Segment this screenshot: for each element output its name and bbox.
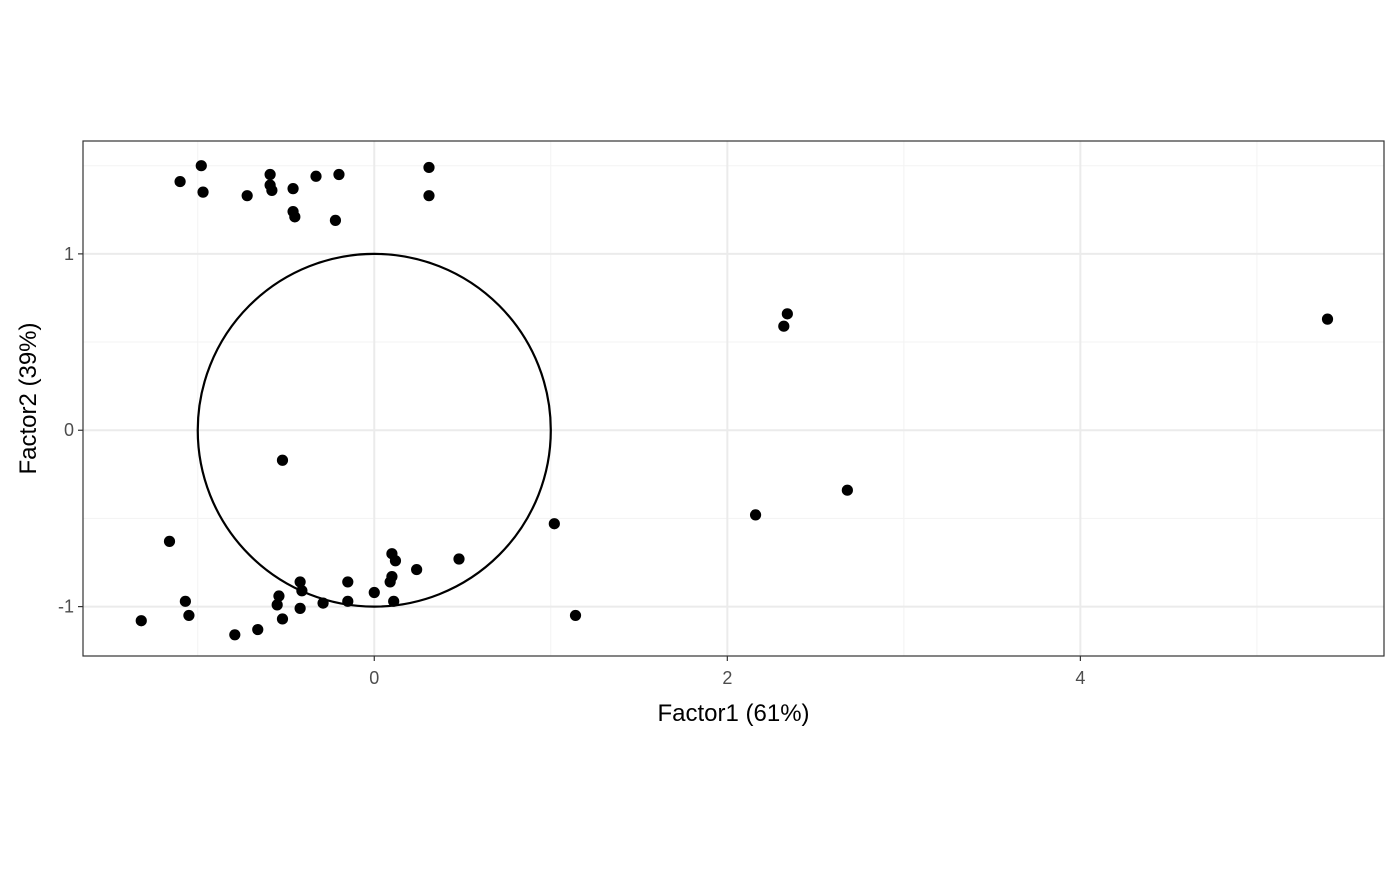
data-point [276, 454, 289, 466]
data-point [264, 168, 276, 181]
data-point [411, 563, 423, 576]
data-point [329, 214, 342, 226]
data-point [229, 629, 241, 641]
data-point [273, 590, 285, 602]
data-point [197, 186, 209, 198]
data-point [179, 595, 191, 607]
circle-layer [196, 252, 552, 608]
panel-border [82, 140, 1385, 657]
y-tick-label: -1 [58, 597, 74, 617]
y-tick-label: 0 [64, 420, 74, 440]
data-point [342, 595, 354, 607]
data-point [453, 553, 465, 565]
data-point [368, 586, 380, 599]
data-point [423, 161, 435, 174]
y-axis-title: Factor2 (39%) [15, 322, 42, 474]
y-tick-label: 1 [64, 244, 74, 264]
x-tick-label: 4 [1075, 668, 1085, 688]
data-point [333, 168, 345, 181]
data-point [252, 623, 264, 636]
data-point [384, 576, 396, 588]
data-point [174, 175, 186, 188]
data-point [569, 609, 582, 622]
data-point [287, 183, 299, 195]
data-point [241, 190, 253, 202]
x-tick-label: 2 [722, 668, 732, 688]
data-point [294, 576, 306, 588]
data-point [271, 599, 283, 611]
data-point [276, 613, 289, 625]
unit-circle [196, 252, 552, 608]
data-point [1321, 313, 1334, 325]
points-layer [135, 160, 1334, 641]
data-point [266, 184, 278, 196]
data-point [841, 484, 853, 496]
data-point [749, 509, 762, 521]
x-tick-label: 0 [369, 668, 379, 688]
data-point [195, 160, 207, 172]
data-point [183, 609, 195, 622]
data-point [310, 170, 322, 182]
data-point [163, 535, 176, 547]
data-point [289, 211, 301, 223]
data-point [781, 308, 793, 320]
data-point [135, 615, 147, 627]
data-point [317, 597, 329, 609]
x-axis-title: Factor1 (61%) [657, 700, 809, 727]
data-point [548, 518, 560, 530]
data-point [296, 585, 308, 597]
data-point [342, 576, 354, 588]
axis-layer: 0 2 4 -1 0 1 [58, 244, 1085, 688]
data-point [388, 595, 400, 607]
data-point [423, 190, 435, 202]
data-point [294, 602, 306, 614]
data-point [778, 320, 790, 332]
data-point [389, 555, 402, 567]
